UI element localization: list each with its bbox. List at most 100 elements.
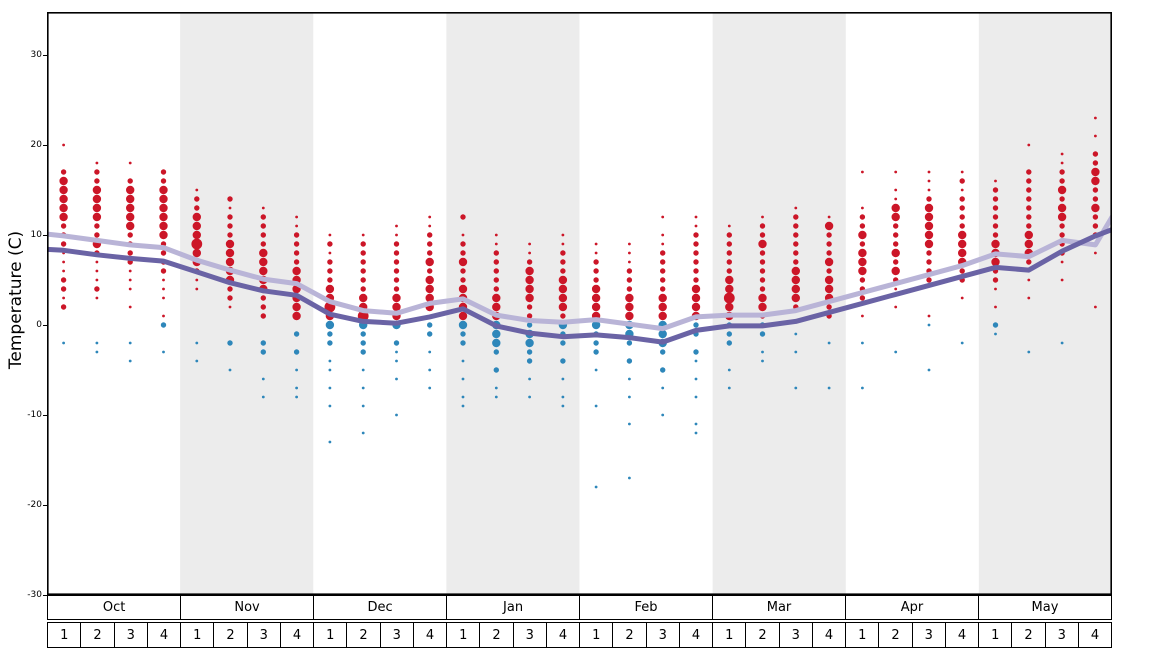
max-temp-dots <box>726 232 732 238</box>
max-temp-dots <box>260 304 266 310</box>
min-temp-dots <box>494 395 498 399</box>
max-temp-dots <box>824 284 834 294</box>
min-temp-dots <box>727 368 731 372</box>
max-temp-dots <box>228 206 232 210</box>
min-temp-dots <box>128 359 132 363</box>
max-temp-dots <box>260 295 266 301</box>
min-temp-dots <box>861 386 864 390</box>
week-cell: 1 <box>845 622 880 648</box>
max-temp-dots <box>827 215 831 219</box>
max-temp-dots <box>591 293 601 303</box>
max-temp-dots <box>1026 187 1032 193</box>
max-temp-dots <box>60 223 67 229</box>
min-temp-dots <box>694 359 698 363</box>
max-temp-dots <box>361 233 365 237</box>
max-temp-dots <box>660 277 666 283</box>
max-temp-dots <box>94 232 100 238</box>
max-temp-dots <box>1024 230 1033 240</box>
min-temp-dots <box>593 340 599 346</box>
max-temp-dots <box>894 305 898 309</box>
max-temp-dots <box>958 230 967 240</box>
max-temp-dots <box>195 278 199 282</box>
max-temp-dots <box>1060 161 1064 165</box>
max-temp-dots <box>1092 214 1099 220</box>
min-temp-dots <box>195 341 199 345</box>
min-temp-dots <box>325 320 335 330</box>
max-temp-dots <box>458 257 468 267</box>
min-temp-dots <box>361 431 365 435</box>
week-cell: 3 <box>113 622 148 648</box>
month-shaded-band <box>978 12 1112 595</box>
max-temp-dots <box>894 287 898 291</box>
max-temp-dots <box>228 305 232 309</box>
week-cell: 4 <box>944 622 980 648</box>
max-temp-dots <box>891 203 900 213</box>
max-temp-dots <box>859 214 866 220</box>
max-temp-dots <box>126 212 135 222</box>
max-temp-dots <box>593 259 599 265</box>
max-temp-dots <box>759 259 766 265</box>
min-temp-dots <box>561 395 565 399</box>
max-temp-dots <box>626 268 633 274</box>
max-temp-dots <box>427 241 433 247</box>
max-temp-dots <box>1094 116 1097 120</box>
max-temp-dots <box>493 268 499 274</box>
min-temp-dots <box>593 349 599 355</box>
min-temp-dots <box>526 358 533 364</box>
max-temp-dots <box>791 284 800 294</box>
max-temp-dots <box>60 304 67 310</box>
max-temp-dots <box>94 178 100 184</box>
min-temp-dots <box>861 341 864 345</box>
max-temp-dots <box>1024 239 1033 249</box>
max-temp-dots <box>858 266 867 276</box>
max-temp-dots <box>758 293 767 303</box>
max-temp-dots <box>493 286 499 292</box>
max-temp-dots <box>826 241 832 247</box>
max-temp-dots <box>826 268 832 274</box>
min-temp-dots <box>395 377 398 381</box>
min-temp-dots <box>295 368 298 372</box>
max-temp-dots <box>162 314 165 318</box>
min-temp-dots <box>361 404 365 408</box>
min-temp-dots <box>361 368 365 372</box>
max-temp-dots <box>992 196 999 202</box>
max-temp-dots <box>260 214 266 220</box>
max-temp-dots <box>924 212 934 222</box>
min-temp-dots <box>525 338 534 348</box>
max-temp-dots <box>761 215 764 219</box>
max-temp-dots <box>95 161 99 165</box>
month-cell-feb: Feb <box>578 595 714 620</box>
min-temp-dots <box>492 338 501 348</box>
min-temp-dots <box>360 349 366 355</box>
max-temp-dots <box>1094 134 1097 138</box>
max-temp-dots <box>393 241 400 247</box>
week-cell: 3 <box>512 622 547 648</box>
min-temp-dots <box>694 422 698 426</box>
max-temp-dots <box>894 188 898 192</box>
max-temp-dots <box>94 223 100 229</box>
max-temp-dots <box>793 232 799 238</box>
min-temp-dots <box>328 404 332 408</box>
min-temp-dots <box>794 386 798 390</box>
y-tick-label: -20 <box>27 500 42 510</box>
min-temp-dots <box>427 322 433 328</box>
max-temp-dots <box>859 295 866 301</box>
max-temp-dots <box>225 257 235 267</box>
min-temp-dots <box>461 404 465 408</box>
max-temp-dots <box>992 223 999 229</box>
min-temp-dots <box>526 349 533 355</box>
week-cell: 1 <box>712 622 747 648</box>
max-temp-dots <box>360 250 366 256</box>
max-temp-dots <box>1060 260 1064 264</box>
max-temp-dots <box>661 242 665 246</box>
max-temp-dots <box>62 143 65 147</box>
max-temp-dots <box>927 314 931 318</box>
max-temp-dots <box>926 250 932 256</box>
max-temp-dots <box>991 239 1000 249</box>
max-temp-dots <box>425 257 434 267</box>
max-temp-dots <box>924 221 934 231</box>
max-temp-dots <box>758 302 767 312</box>
max-temp-dots <box>261 206 265 210</box>
max-temp-dots <box>127 178 133 184</box>
max-temp-dots <box>360 277 366 283</box>
